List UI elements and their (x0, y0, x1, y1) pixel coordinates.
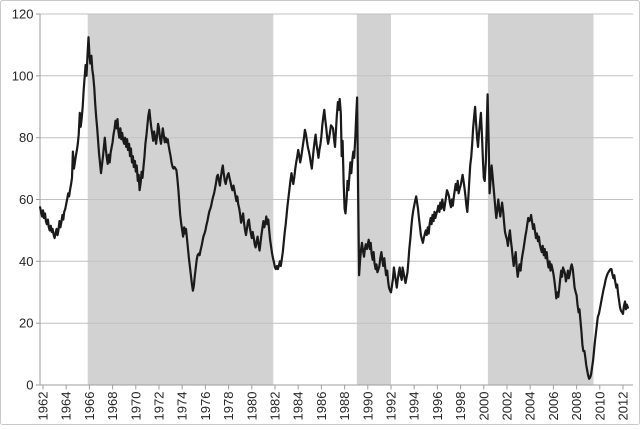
y-tick-label: 120 (12, 7, 34, 22)
x-tick-label: 1986 (314, 392, 329, 421)
x-tick-label: 2006 (546, 392, 561, 421)
x-tick-label: 1974 (175, 392, 190, 421)
x-tick-label: 1976 (198, 392, 213, 421)
y-tick-label: 100 (12, 68, 34, 83)
y-tick-label: 60 (19, 192, 33, 207)
x-tick-label: 1990 (360, 392, 375, 421)
x-tick-label: 1968 (105, 392, 120, 421)
x-tick-label: 1992 (384, 392, 399, 421)
data-series (38, 36, 630, 380)
x-tick-label: 2012 (616, 392, 631, 421)
x-tick-label: 1964 (59, 392, 74, 421)
x-tick-label: 1988 (337, 392, 352, 421)
x-tick-label: 1982 (268, 392, 283, 421)
y-axis-labels: 0 20 40 60 80 100 120 (12, 7, 34, 393)
x-tick-label: 1970 (128, 392, 143, 421)
x-tick-label: 1980 (244, 392, 259, 421)
gridlines (40, 13, 633, 324)
series-line-main-series (38, 36, 630, 380)
x-tick-label: 2004 (523, 392, 538, 421)
x-tick-label: 1996 (430, 392, 445, 421)
x-tick-label: 1972 (152, 392, 167, 421)
x-tick-label: 1994 (407, 392, 422, 421)
x-tick-label: 2000 (476, 392, 491, 421)
x-tick-label: 2010 (592, 392, 607, 421)
x-tick-label: 2008 (569, 392, 584, 421)
x-tick-label: 1984 (291, 392, 306, 421)
x-tick-label: 2002 (500, 392, 515, 421)
x-tick-label: 1978 (221, 392, 236, 421)
y-tick-label: 80 (19, 130, 33, 145)
y-tick-label: 20 (19, 316, 33, 331)
axes (36, 13, 633, 390)
y-tick-label: 0 (26, 378, 33, 393)
x-tick-label: 1966 (82, 392, 97, 421)
x-axis-labels: 1962 1964 1966 1968 1970 1972 1974 1976 1978 1980… (36, 392, 631, 421)
x-tick-label: 1998 (453, 392, 468, 421)
x-tick-label: 1962 (36, 392, 51, 421)
y-tick-label: 40 (19, 254, 33, 269)
